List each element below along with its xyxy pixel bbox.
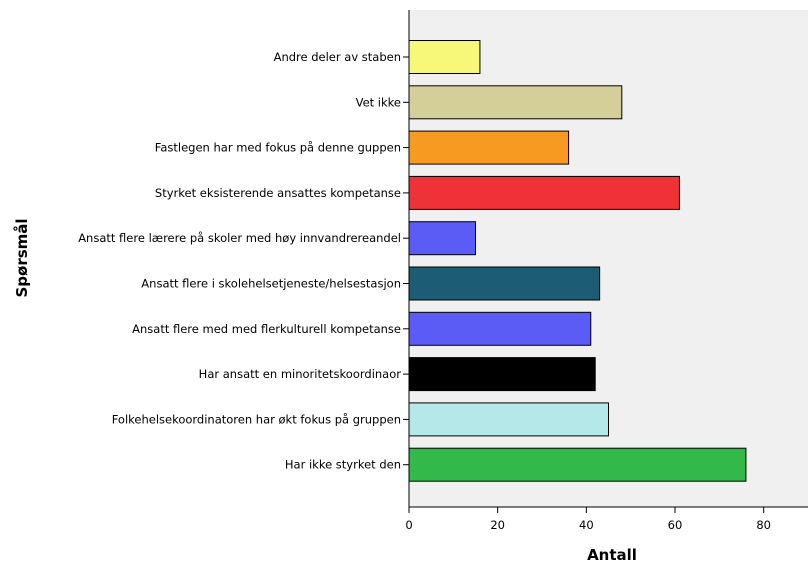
- x-tick-label: 80: [756, 518, 771, 532]
- category-label: Ansatt flere lærere på skoler med høy in…: [78, 231, 401, 245]
- bar: [408, 357, 596, 392]
- category-label: Andre deler av staben: [274, 50, 401, 64]
- bar: [408, 40, 481, 74]
- category-label: Ansatt flere med med flerkulturell kompe…: [132, 322, 401, 336]
- bar: [408, 266, 601, 301]
- bar: [408, 402, 609, 437]
- category-label: Styrket eksisterende ansattes kompetanse: [155, 186, 401, 200]
- category-label: Fastlegen har med fokus på denne guppen: [155, 141, 401, 155]
- bar: [408, 221, 476, 256]
- category-label: Vet ikke: [356, 95, 401, 109]
- x-ticks: 0 20 40 60 80: [405, 507, 771, 532]
- category-label: Har ikke styrket den: [285, 458, 401, 472]
- x-tick-label: 40: [579, 518, 594, 532]
- category-label: Folkehelsekoordinatoren har økt fokus på…: [112, 412, 401, 426]
- x-tick-label: 60: [668, 518, 683, 532]
- x-tick-label: 0: [405, 518, 412, 532]
- category-label: Har ansatt en minoritetskoordinaor: [199, 367, 402, 381]
- category-labels: Andre deler av staben Vet ikke Fastlegen h…: [78, 50, 409, 472]
- x-tick-label: 20: [490, 518, 505, 532]
- bar: [408, 85, 623, 120]
- bar: [408, 130, 570, 165]
- bar: [408, 311, 592, 346]
- y-axis-title: Spørsmål: [13, 218, 31, 297]
- category-label: Ansatt flere i skolehelsetjeneste/helses…: [141, 277, 401, 291]
- bar: [408, 175, 680, 210]
- x-axis-title: Antall: [587, 546, 637, 564]
- bars-group: [408, 40, 747, 482]
- bar: [408, 447, 747, 482]
